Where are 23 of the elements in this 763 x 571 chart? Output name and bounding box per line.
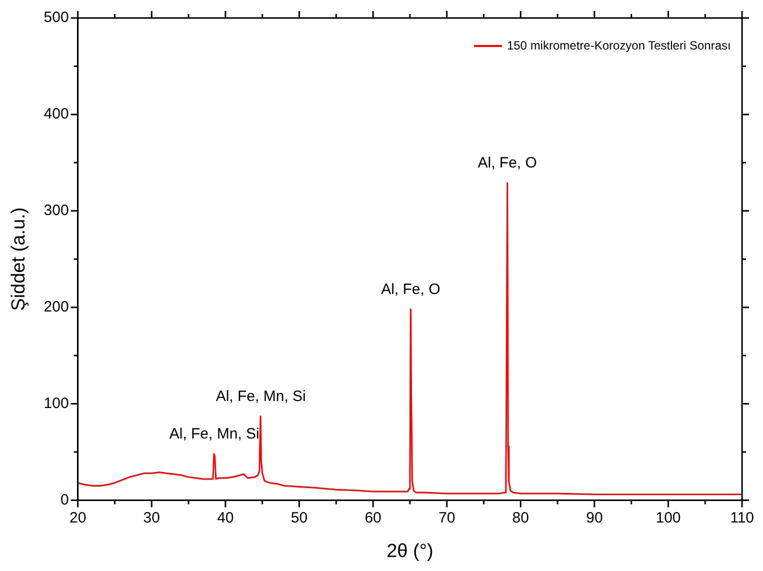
x-tick-label: 50 xyxy=(290,509,308,526)
annotation: Al, Fe, O xyxy=(478,154,537,172)
x-tick-label: 60 xyxy=(364,509,382,526)
x-tick-label: 80 xyxy=(512,509,529,526)
x-tick-label: 20 xyxy=(69,509,86,526)
x-axis-title: 2θ (°) xyxy=(386,540,434,562)
y-tick-label: 100 xyxy=(44,394,69,412)
x-tick-label: 70 xyxy=(438,509,456,526)
legend-label: 150 mikrometre-Korozyon Testleri Sonrası xyxy=(506,38,731,52)
y-tick-label: 400 xyxy=(44,106,69,123)
x-tick-label: 100 xyxy=(656,509,681,526)
annotation: Al, Fe, Mn, Si xyxy=(216,388,306,405)
y-tick-label: 200 xyxy=(44,298,69,316)
y-tick-label: 500 xyxy=(44,9,69,26)
x-tick-label: 30 xyxy=(143,509,160,526)
annotation: Al, Fe, Mn, Si xyxy=(169,426,260,443)
annotation: Al, Fe, O xyxy=(381,280,440,298)
x-tick-label: 110 xyxy=(730,509,754,526)
y-tick-label: 300 xyxy=(44,202,69,220)
x-tick-label: 40 xyxy=(217,509,234,526)
x-tick-label: 90 xyxy=(586,509,603,526)
y-tick-label: 0 xyxy=(60,491,69,508)
y-axis-title: Şiddet (a.u.) xyxy=(8,207,30,311)
